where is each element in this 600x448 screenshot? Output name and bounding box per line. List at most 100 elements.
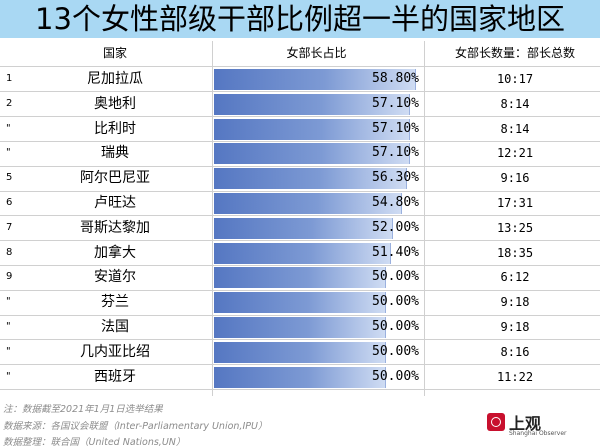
country-label: 比利时 xyxy=(94,120,136,137)
pct-bar xyxy=(214,93,411,115)
pct-label: 57.10% xyxy=(372,95,419,111)
header-country: 国家 xyxy=(102,46,127,60)
pct-bar xyxy=(214,267,386,289)
column-divider xyxy=(424,41,425,396)
row-rank: " xyxy=(6,147,11,159)
row-rank: " xyxy=(6,296,11,308)
table-row: 9 安道尔 50.00% 6:12 xyxy=(0,265,600,290)
row-divider xyxy=(0,264,600,266)
pct-bar xyxy=(214,217,393,239)
row-rank: 5 xyxy=(6,172,13,184)
column-divider xyxy=(212,41,213,396)
header-pct: 女部长占比 xyxy=(286,46,347,60)
pct-label: 50.00% xyxy=(372,319,419,334)
pct-bar xyxy=(214,143,411,165)
ratio-label: 12:21 xyxy=(496,146,534,161)
pct-label: 57.10% xyxy=(372,120,419,136)
pct-label: 50.00% xyxy=(372,294,419,310)
chart-title: 13个女性部级干部比例超一半的国家地区 xyxy=(0,0,600,38)
table-row: 5 阿尔巴尼亚 56.30% 9:16 xyxy=(0,166,600,191)
row-rank: 2 xyxy=(6,97,13,109)
row-divider xyxy=(0,140,600,142)
row-rank: 1 xyxy=(6,73,13,84)
pct-label: 54.80% xyxy=(372,195,419,210)
row-rank: " xyxy=(6,370,11,382)
pct-label: 50.00% xyxy=(372,343,419,359)
ratio-label: 8:16 xyxy=(500,344,530,359)
pct-bar xyxy=(214,168,408,190)
row-divider xyxy=(0,289,600,291)
table-row: 7 哥斯达黎加 52.00% 13:25 xyxy=(0,216,600,241)
ratio-label: 17:31 xyxy=(496,196,534,210)
row-divider xyxy=(0,388,600,390)
pct-label: 58.80% xyxy=(372,71,419,86)
note-compiler: 数据整理：联合国（United Nations,UN） xyxy=(3,437,186,448)
country-label: 瑞典 xyxy=(101,145,129,162)
country-label: 哥斯达黎加 xyxy=(80,219,150,236)
row-divider xyxy=(0,215,600,217)
row-divider xyxy=(0,339,600,341)
country-label: 奥地利 xyxy=(94,95,136,112)
pct-label: 50.00% xyxy=(372,368,419,384)
table-row: 1 尼加拉瓜 58.80% 10:17 xyxy=(0,67,600,92)
logo-mark-icon xyxy=(487,413,505,431)
logo-subtitle: Shanghai Observer xyxy=(509,430,567,437)
table-row: 2 奥地利 57.10% 8:14 xyxy=(0,92,600,117)
row-rank: 8 xyxy=(6,246,13,258)
header-ratio: 女部长数量：部长总数 xyxy=(454,46,575,60)
pct-bar xyxy=(214,118,411,140)
country-label: 安道尔 xyxy=(94,269,136,286)
pct-bar xyxy=(214,341,386,363)
table-row: " 西班牙 50.00% 11:22 xyxy=(0,365,600,390)
ratio-label: 8:14 xyxy=(500,121,530,136)
ratio-label: 9:16 xyxy=(500,171,530,186)
ratio-label: 11:22 xyxy=(496,369,534,384)
table-row: 8 加拿大 51.40% 18:35 xyxy=(0,241,600,266)
ratio-label: 9:18 xyxy=(500,320,530,334)
row-divider xyxy=(0,116,600,118)
note-source: 数据来源：各国议会联盟（Inter-Parliamentary Union,IP… xyxy=(3,421,268,432)
table-row: " 瑞典 57.10% 12:21 xyxy=(0,141,600,166)
country-label: 法国 xyxy=(101,319,129,335)
row-rank: " xyxy=(6,122,11,134)
table-row: 6 卢旺达 54.80% 17:31 xyxy=(0,191,600,216)
ratio-label: 8:14 xyxy=(500,96,530,111)
country-label: 几内亚比绍 xyxy=(80,343,150,360)
row-rank: " xyxy=(6,345,11,357)
pct-label: 56.30% xyxy=(372,170,419,186)
pct-bar xyxy=(214,193,403,214)
row-divider xyxy=(0,364,600,366)
pct-bar xyxy=(214,317,386,338)
row-divider xyxy=(0,314,600,316)
row-rank: 7 xyxy=(6,221,13,233)
row-divider xyxy=(0,240,600,242)
header-divider xyxy=(0,66,600,67)
country-label: 加拿大 xyxy=(94,244,136,261)
pct-bar xyxy=(214,366,386,388)
country-label: 芬兰 xyxy=(101,294,129,311)
ratio-label: 9:18 xyxy=(500,295,530,310)
row-divider xyxy=(0,165,600,167)
note-date: 注：数据截至2021年1月1日选举结果 xyxy=(3,404,163,415)
table-row: " 几内亚比绍 50.00% 8:16 xyxy=(0,340,600,365)
country-label: 尼加拉瓜 xyxy=(87,71,143,87)
table-row: " 法国 50.00% 9:18 xyxy=(0,315,600,340)
ratio-label: 6:12 xyxy=(500,270,530,285)
logo-text: 上观 xyxy=(509,414,542,433)
ratio-label: 10:17 xyxy=(496,72,534,86)
ratio-label: 18:35 xyxy=(496,245,534,260)
country-label: 阿尔巴尼亚 xyxy=(80,170,150,187)
row-rank: 6 xyxy=(6,197,13,208)
pct-label: 52.00% xyxy=(372,219,419,235)
row-divider xyxy=(0,91,600,93)
pct-bar xyxy=(214,292,386,314)
pct-label: 50.00% xyxy=(372,269,419,285)
country-label: 西班牙 xyxy=(94,368,136,385)
pct-bar xyxy=(214,242,391,264)
table-row: " 芬兰 50.00% 9:18 xyxy=(0,290,600,315)
pct-label: 57.10% xyxy=(372,145,419,161)
shanghai-observer-logo: 上观 Shanghai Observer xyxy=(487,410,567,440)
country-label: 卢旺达 xyxy=(94,195,136,211)
table-row: " 比利时 57.10% 8:14 xyxy=(0,117,600,142)
row-divider xyxy=(0,190,600,192)
